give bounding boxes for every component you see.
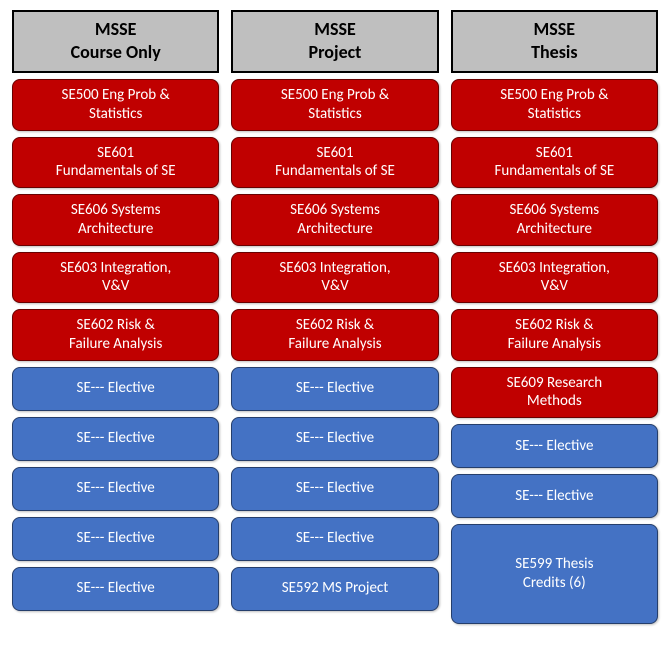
course-box: SE--- Elective [12, 567, 219, 611]
course-line2: Architecture [238, 220, 431, 239]
course-box: SE592 MS Project [231, 567, 438, 611]
course-box: SE601 Fundamentals of SE [231, 137, 438, 189]
course-box: SE609 Research Methods [451, 367, 658, 419]
header-line1: MSSE [237, 18, 432, 41]
course-line1: SE609 Research [458, 374, 651, 393]
course-line1: SE601 [19, 144, 212, 163]
course-line2: Statistics [458, 105, 651, 124]
course-tracks-grid: MSSE Course Only SE500 Eng Prob & Statis… [12, 10, 658, 624]
course-box: SE--- Elective [231, 467, 438, 511]
course-line1: SE--- Elective [458, 437, 651, 456]
course-box: SE603 Integration, V&V [231, 252, 438, 304]
course-box: SE500 Eng Prob & Statistics [451, 79, 658, 131]
course-line2: Fundamentals of SE [238, 162, 431, 181]
course-box: SE--- Elective [12, 367, 219, 411]
course-line1: SE--- Elective [238, 529, 431, 548]
course-box: SE--- Elective [451, 424, 658, 468]
course-box-thesis-credits: SE599 Thesis Credits (6) [451, 524, 658, 624]
course-line1: SE--- Elective [238, 479, 431, 498]
track-column-project: MSSE Project SE500 Eng Prob & Statistics… [231, 10, 438, 624]
course-box: SE606 Systems Architecture [451, 194, 658, 246]
header-line1: MSSE [18, 18, 213, 41]
course-line2: Architecture [458, 220, 651, 239]
course-line2: V&V [238, 277, 431, 296]
course-line1: SE--- Elective [458, 487, 651, 506]
course-line2: Architecture [19, 220, 212, 239]
course-box: SE602 Risk & Failure Analysis [451, 309, 658, 361]
course-box: SE603 Integration, V&V [451, 252, 658, 304]
course-line1: SE500 Eng Prob & [238, 86, 431, 105]
track-column-thesis: MSSE Thesis SE500 Eng Prob & Statistics … [451, 10, 658, 624]
course-box: SE602 Risk & Failure Analysis [12, 309, 219, 361]
course-line1: SE--- Elective [19, 529, 212, 548]
course-box: SE602 Risk & Failure Analysis [231, 309, 438, 361]
track-header: MSSE Course Only [12, 10, 219, 73]
course-box: SE--- Elective [12, 417, 219, 461]
course-box: SE500 Eng Prob & Statistics [231, 79, 438, 131]
course-line2: Failure Analysis [238, 335, 431, 354]
course-box: SE603 Integration, V&V [12, 252, 219, 304]
course-line1: SE592 MS Project [238, 579, 431, 598]
course-line1: SE603 Integration, [19, 259, 212, 278]
course-line2: Failure Analysis [19, 335, 212, 354]
course-line1: SE603 Integration, [458, 259, 651, 278]
header-line1: MSSE [457, 18, 652, 41]
course-line2: Credits (6) [458, 574, 651, 593]
course-line1: SE--- Elective [19, 429, 212, 448]
track-header: MSSE Project [231, 10, 438, 73]
course-line2: Fundamentals of SE [458, 162, 651, 181]
header-line2: Course Only [18, 41, 213, 64]
course-line1: SE602 Risk & [458, 316, 651, 335]
course-box: SE--- Elective [231, 367, 438, 411]
course-line1: SE606 Systems [19, 201, 212, 220]
course-box: SE606 Systems Architecture [12, 194, 219, 246]
track-column-course-only: MSSE Course Only SE500 Eng Prob & Statis… [12, 10, 219, 624]
course-line2: Statistics [19, 105, 212, 124]
course-line1: SE--- Elective [19, 479, 212, 498]
course-line2: Fundamentals of SE [19, 162, 212, 181]
course-line1: SE--- Elective [238, 429, 431, 448]
course-line1: SE599 Thesis [458, 555, 651, 574]
course-box: SE606 Systems Architecture [231, 194, 438, 246]
course-line1: SE606 Systems [238, 201, 431, 220]
course-line2: Statistics [238, 105, 431, 124]
course-box: SE500 Eng Prob & Statistics [12, 79, 219, 131]
course-line1: SE--- Elective [19, 379, 212, 398]
course-line1: SE606 Systems [458, 201, 651, 220]
course-box: SE--- Elective [12, 467, 219, 511]
course-line1: SE601 [238, 144, 431, 163]
course-line1: SE601 [458, 144, 651, 163]
course-box: SE601 Fundamentals of SE [12, 137, 219, 189]
track-header: MSSE Thesis [451, 10, 658, 73]
course-line2: V&V [19, 277, 212, 296]
course-box: SE--- Elective [12, 517, 219, 561]
course-line1: SE602 Risk & [19, 316, 212, 335]
course-line1: SE602 Risk & [238, 316, 431, 335]
course-line1: SE603 Integration, [238, 259, 431, 278]
course-box: SE601 Fundamentals of SE [451, 137, 658, 189]
course-box: SE--- Elective [231, 417, 438, 461]
course-line1: SE--- Elective [19, 579, 212, 598]
course-line2: Failure Analysis [458, 335, 651, 354]
header-line2: Thesis [457, 41, 652, 64]
course-box: SE--- Elective [231, 517, 438, 561]
header-line2: Project [237, 41, 432, 64]
course-line2: V&V [458, 277, 651, 296]
course-line1: SE500 Eng Prob & [458, 86, 651, 105]
course-box: SE--- Elective [451, 474, 658, 518]
course-line2: Methods [458, 392, 651, 411]
course-line1: SE--- Elective [238, 379, 431, 398]
course-line1: SE500 Eng Prob & [19, 86, 212, 105]
